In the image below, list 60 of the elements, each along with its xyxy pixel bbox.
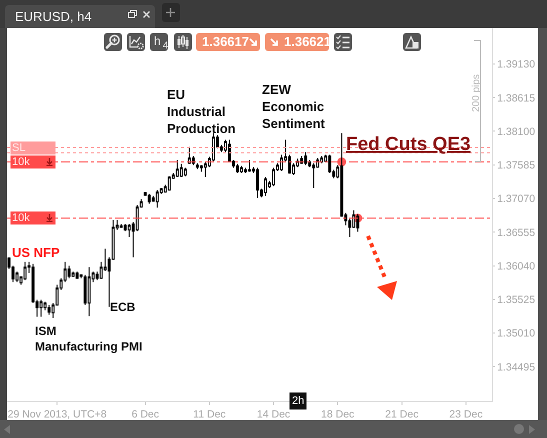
candlestick	[156, 190, 159, 208]
y-tick-label: 1.34495	[497, 361, 536, 374]
y-tick-label: 1.38615	[497, 92, 536, 104]
y-tick-label: 1.39130	[497, 58, 536, 71]
y-tick-label: 1.37070	[497, 193, 536, 206]
x-tick-label: 23 Dec	[449, 408, 483, 421]
candlestick	[40, 299, 43, 318]
annotation: EU Industrial Production	[167, 87, 236, 136]
y-tick-label: 1.37585	[497, 160, 536, 172]
candlestick	[264, 176, 268, 196]
y-tick-label: 1.36040	[497, 260, 536, 272]
ref-line-label: 10k	[12, 156, 30, 168]
annotation: 200 pips	[471, 74, 482, 112]
chart-tab: EURUSD, h4	[5, 5, 155, 28]
x-tick-label: 21 Dec	[385, 408, 418, 421]
x-tick-label: 14 Dec	[256, 408, 290, 421]
candlestick	[256, 167, 259, 198]
candlestick	[88, 266, 91, 317]
candlestick	[304, 152, 308, 166]
annotation: h$_{4}$	[154, 34, 170, 54]
x-tick-label: 29 Nov 2013, UTC+8	[8, 408, 107, 421]
candlestick	[272, 167, 276, 187]
candlestick	[184, 167, 187, 177]
candlestick	[180, 163, 183, 178]
y-tick-label: 1.35010	[497, 328, 536, 340]
annotation: ISM Manufacturing PMI	[35, 324, 142, 354]
candlestick	[148, 193, 151, 204]
candlestick	[168, 176, 171, 192]
annotation: 2h	[292, 395, 304, 407]
annotation: 1.36621	[284, 34, 331, 50]
annotation: 1.36617	[202, 34, 249, 50]
candlestick	[320, 156, 324, 164]
ref-line-label: SL	[12, 142, 26, 154]
price-button: 1.36617	[196, 33, 260, 51]
x-tick-label: 18 Dec	[321, 408, 354, 421]
x-tick-label: 6 Dec	[132, 408, 160, 421]
candlestick	[196, 162, 199, 170]
timeframe-button: h$_{4}$	[150, 33, 168, 51]
candlestick	[76, 271, 79, 280]
candlestick	[356, 214, 360, 232]
candlestick	[24, 261, 27, 281]
y-tick-label: 1.36555	[497, 226, 536, 239]
chart-title: EURUSD, h4	[15, 9, 92, 24]
candlestick	[240, 165, 243, 174]
annotation: ZEW Economic Sentiment	[262, 82, 326, 131]
annotation: US NFP	[12, 245, 60, 260]
ref-line-label: 10k	[12, 212, 30, 224]
candlestick	[236, 163, 239, 174]
candlestick	[188, 146, 191, 164]
candlestick	[176, 159, 179, 178]
candlestick	[68, 265, 71, 279]
annotation: Fed Cuts QE3	[346, 134, 471, 155]
candlestick	[80, 274, 83, 279]
annotation: ECB	[110, 300, 136, 314]
y-tick-label: 1.38100	[497, 126, 536, 138]
x-tick-label: 11 Dec	[193, 408, 226, 421]
candlestick	[48, 304, 51, 316]
price-button: 1.36621	[265, 33, 329, 51]
y-tick-label: 1.35525	[497, 294, 536, 306]
candlestick	[248, 159, 251, 172]
